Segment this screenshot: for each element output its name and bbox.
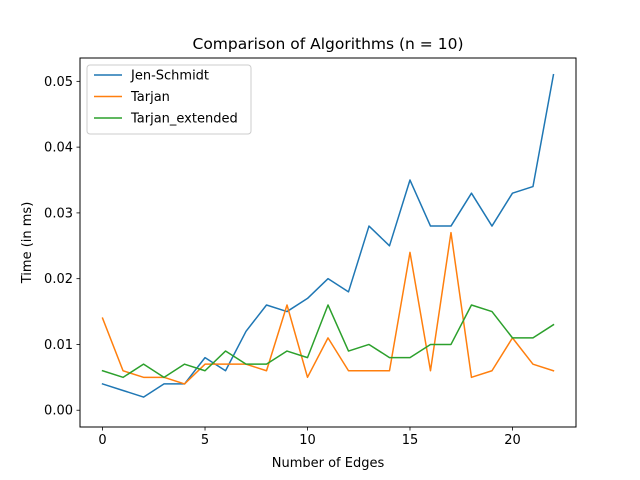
x-tick-label: 10 <box>299 433 316 448</box>
series-line-tarjan-extended <box>101 304 555 379</box>
x-tick-label: 0 <box>98 433 106 448</box>
x-tick-label: 5 <box>201 433 209 448</box>
y-axis: 0.00 0.01 0.02 0.03 0.04 0.05 <box>44 75 80 419</box>
series-lines <box>101 73 555 398</box>
x-axis: 0 5 10 15 20 <box>98 427 521 448</box>
y-tick-label: 0.02 <box>44 272 73 287</box>
series-line-jen-schmidt <box>101 73 555 398</box>
x-tick-label: 15 <box>402 433 419 448</box>
y-tick-label: 0.00 <box>44 404 73 419</box>
legend-box <box>86 64 252 135</box>
legend: Jen-Schmidt Tarjan Tarjan_extended <box>86 64 252 135</box>
series-line-tarjan <box>101 231 555 385</box>
y-tick-label: 0.05 <box>44 75 73 90</box>
x-tick-label: 20 <box>504 433 521 448</box>
chart-title: Comparison of Algorithms (n = 10) <box>193 35 464 53</box>
y-tick-label: 0.01 <box>44 338 73 353</box>
y-tick-label: 0.03 <box>44 206 73 221</box>
plot-frame <box>79 57 577 428</box>
legend-label: Tarjan_extended <box>130 112 238 127</box>
y-tick-label: 0.04 <box>44 141 73 156</box>
legend-label: Tarjan <box>130 90 170 105</box>
y-axis-label: Time (in ms) <box>20 202 35 285</box>
plot-area: 0 5 10 15 20 0.00 0.01 0.02 0.03 0.04 0.05 <box>44 57 577 448</box>
x-axis-label: Number of Edges <box>272 456 385 471</box>
legend-label: Jen-Schmidt <box>130 69 209 84</box>
